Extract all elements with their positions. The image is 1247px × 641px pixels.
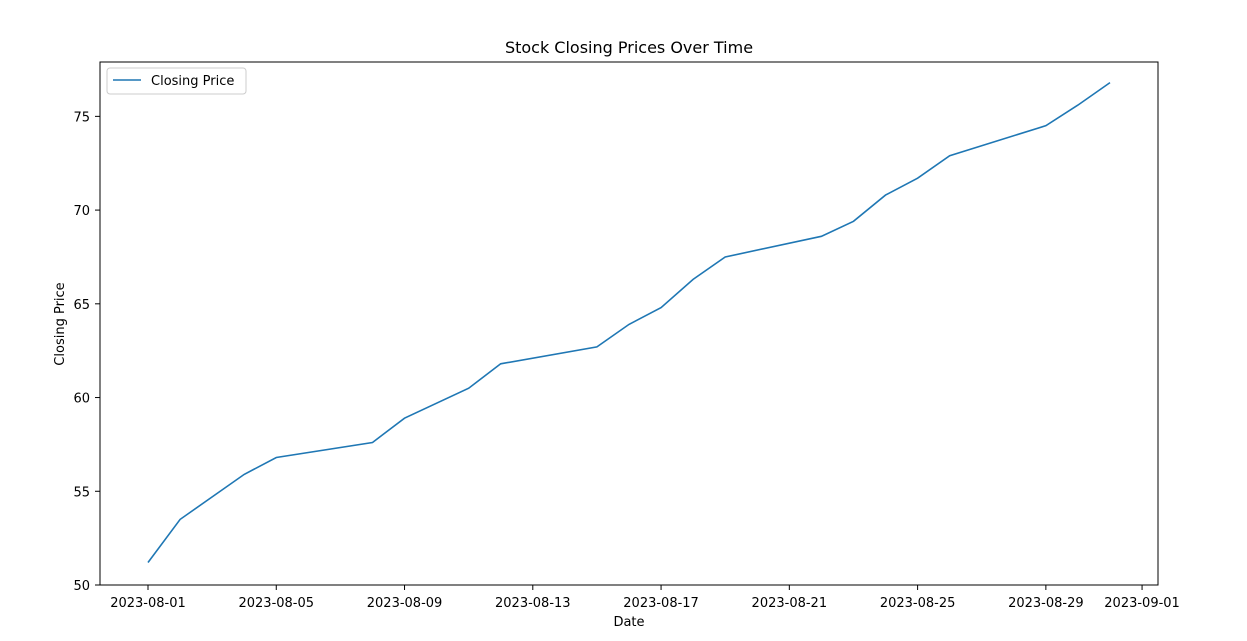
y-axis: 50 55 60 65 70 75	[73, 110, 100, 594]
y-tick-label: 75	[73, 110, 90, 125]
chart-title: Stock Closing Prices Over Time	[505, 38, 753, 57]
x-tick-label: 2023-08-17	[623, 596, 699, 611]
x-tick-label: 2023-08-29	[1008, 596, 1084, 611]
plot-area	[99, 61, 1159, 586]
legend-label: Closing Price	[151, 74, 234, 89]
series-line-closing-price	[147, 81, 1111, 563]
legend: Closing Price	[106, 67, 247, 95]
y-tick-label: 65	[73, 298, 90, 313]
x-tick-label: 2023-08-21	[752, 596, 828, 611]
y-axis-label: Closing Price	[53, 282, 68, 365]
x-tick-label: 2023-09-01	[1104, 596, 1180, 611]
x-axis: 2023-08-01 2023-08-05 2023-08-09 2023-08-13…	[110, 585, 1180, 611]
legend-box	[106, 67, 247, 95]
x-tick-label: 2023-08-13	[495, 596, 571, 611]
x-tick-label: 2023-08-05	[238, 596, 314, 611]
x-axis-label: Date	[613, 615, 644, 630]
y-tick-label: 70	[73, 204, 90, 219]
y-tick-label: 50	[73, 579, 90, 594]
y-tick-label: 55	[73, 485, 90, 500]
y-tick-label: 60	[73, 392, 90, 407]
x-tick-label: 2023-08-25	[880, 596, 956, 611]
x-tick-label: 2023-08-01	[110, 596, 186, 611]
x-tick-label: 2023-08-09	[367, 596, 443, 611]
